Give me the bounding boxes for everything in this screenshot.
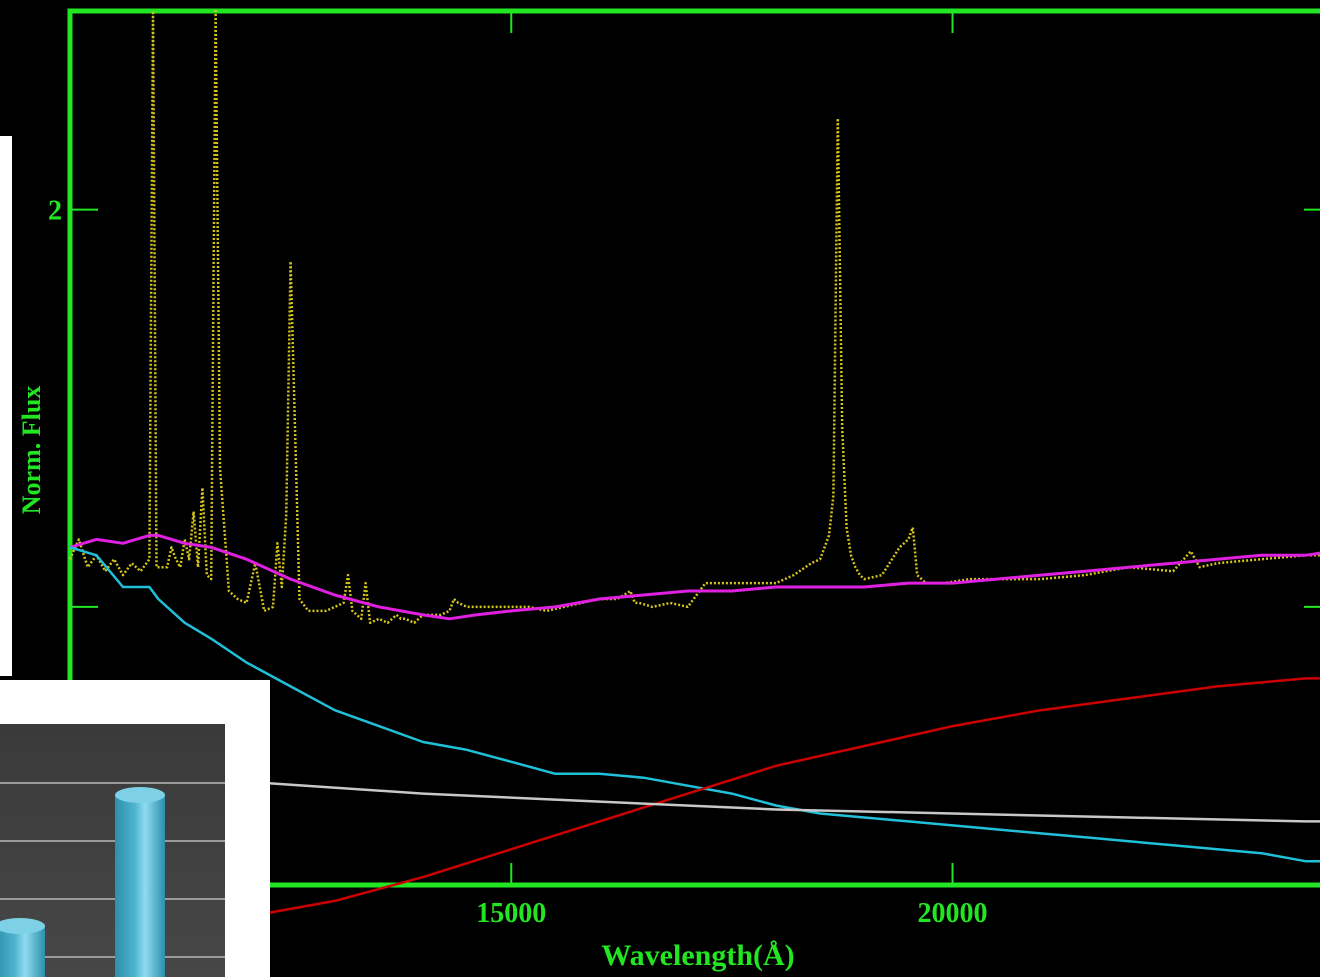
series-line-powerlaw: [69, 760, 1320, 823]
series-layer: [68, 9, 1320, 958]
inset-gridline: [0, 840, 225, 842]
inset-bar-cap: [115, 786, 165, 803]
y-axis-label: Norm. Flux: [17, 386, 46, 515]
inset-plot-area: [0, 724, 225, 977]
inset-bar-cap: [0, 918, 45, 935]
series-line-stellar: [69, 546, 1320, 863]
series-line-model: [69, 533, 1320, 621]
x-axis-label: Wavelength(Å): [601, 939, 794, 972]
x-tick-label: 20000: [918, 898, 988, 929]
inset-gridline: [0, 898, 225, 900]
plot-frame: [67, 8, 1320, 888]
x-tick-label: 15000: [476, 898, 546, 929]
inset-gridline: [0, 956, 225, 958]
inset-bar-left: [0, 918, 45, 977]
inset-gridline: [0, 782, 225, 784]
inset-bar-right: [115, 786, 165, 977]
y-tick-label: 2: [48, 196, 62, 227]
white-side-panel: [0, 136, 12, 676]
series-line-dust: [69, 677, 1320, 958]
inset-bar-chart: [0, 680, 270, 977]
